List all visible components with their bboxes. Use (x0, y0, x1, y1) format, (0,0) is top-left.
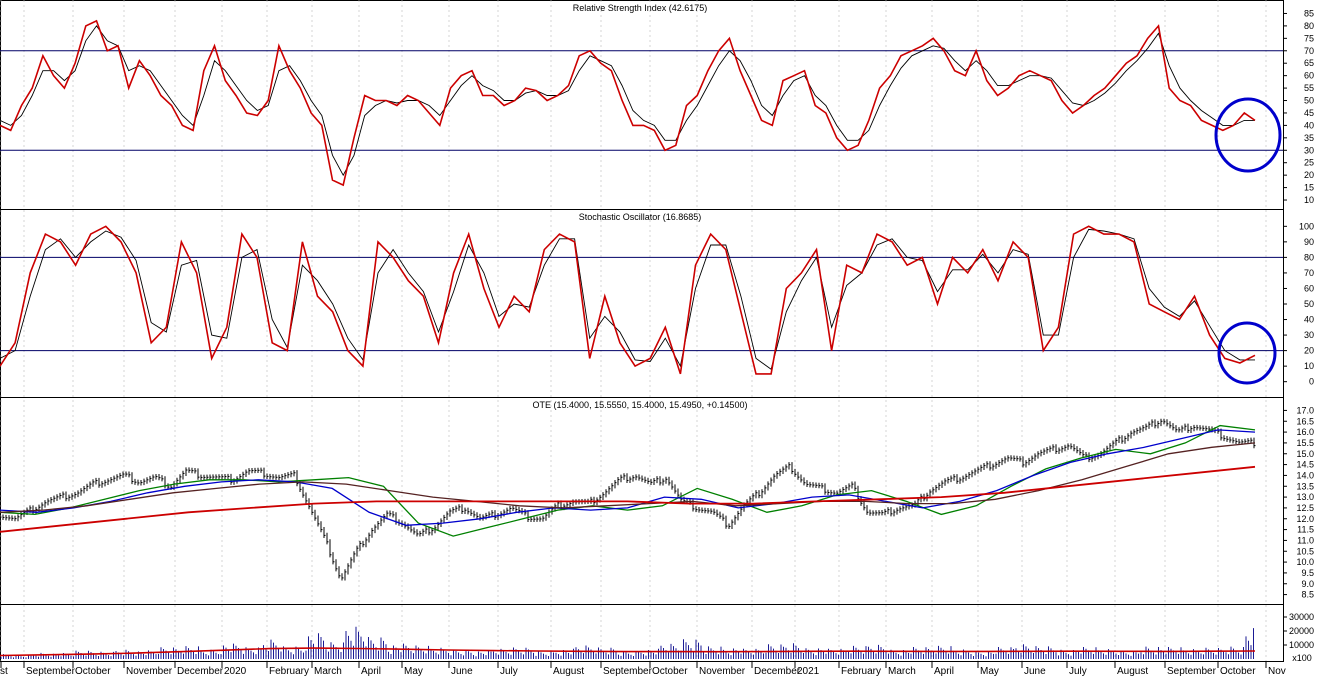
indicator-line (0, 19, 1256, 187)
x-axis-label: July (1069, 666, 1087, 676)
volume-ma-line (0, 647, 1256, 657)
y-tick-label: 11.5 (1297, 525, 1314, 535)
y-tick-label: 65 (1304, 58, 1314, 68)
y-tick-label: 60 (1304, 71, 1314, 81)
panel-border (0, 0, 1284, 210)
x-axis-label: 2021 (797, 666, 820, 676)
y-tick-label: 30 (1304, 145, 1314, 155)
y-tick-label: 14.5 (1296, 460, 1314, 470)
y-tick-label: 45 (1304, 108, 1314, 118)
x-axis-label: August (553, 666, 584, 676)
gridlines (0, 0, 1283, 661)
x-axis-label: June (1024, 666, 1046, 676)
ma-blue-line (0, 429, 1256, 526)
x-axis-label: April (361, 666, 381, 676)
y-tick-label: 25 (1304, 158, 1314, 168)
y-tick-label: 15.0 (1296, 449, 1314, 459)
y-tick-label: 15.5 (1296, 438, 1314, 448)
x-axis-label: November (126, 666, 173, 676)
y-tick-label: 70 (1304, 268, 1314, 278)
y-tick-label: 70 (1304, 46, 1314, 56)
y-tick-label: 16.5 (1296, 416, 1314, 426)
signal-line (0, 25, 1255, 177)
chart-frame (0, 0, 1287, 668)
x-axis-label: October (1220, 666, 1256, 676)
x-axis-label: Nov (1268, 666, 1286, 676)
y-tick-label: 17.0 (1296, 405, 1314, 415)
y-tick-label: 13.0 (1296, 492, 1314, 502)
y-tick-label: 50 (1304, 96, 1314, 106)
x-axis-label: March (314, 666, 342, 676)
y-tick-label: 13.5 (1296, 481, 1314, 491)
y-tick-label: 9.0 (1301, 579, 1314, 589)
y-tick-label: 9.5 (1301, 568, 1314, 578)
panel-border (0, 397, 1284, 605)
panel-border (0, 209, 1284, 398)
y-tick-label: 10 (1304, 361, 1314, 371)
y-tick-label: 8.5 (1301, 590, 1314, 600)
y-tick-label: 10 (1304, 195, 1314, 205)
y-tick-label: 11.0 (1297, 535, 1314, 545)
y-tick-label: 85 (1304, 8, 1314, 18)
x-axis-label: March (888, 666, 916, 676)
y-tick-label: 35 (1304, 133, 1314, 143)
volume-units-label: x100 (1292, 653, 1312, 663)
x-axis-label: December (177, 666, 224, 676)
x-axis-label: September (26, 666, 76, 676)
y-tick-label: 75 (1304, 33, 1314, 43)
y-tick-label: 14.0 (1296, 470, 1314, 480)
x-axis-label: October (652, 666, 688, 676)
y-tick-label: 20000 (1289, 626, 1314, 636)
chart-labels: 10 15 20 25 30 35 40 45 50 55 60 65 70 75 80 85 Relative… (0, 3, 1314, 676)
x-axis-label: August (1117, 666, 1148, 676)
x-axis-label: 2020 (224, 666, 247, 676)
x-axis-label: April (934, 666, 954, 676)
y-tick-label: 0 (1309, 377, 1314, 387)
x-axis-label: June (451, 666, 473, 676)
x-axis-label: October (75, 666, 111, 676)
panel-title: Relative Strength Index (42.6175) (573, 3, 708, 13)
panel-border (0, 604, 1284, 662)
y-tick-label: 30000 (1289, 612, 1314, 622)
y-tick-label: 55 (1304, 83, 1314, 93)
panel-title: OTE (15.4000, 15.5550, 15.4000, 15.4950,… (533, 400, 748, 410)
x-axis-label: September (603, 666, 653, 676)
y-tick-label: 60 (1304, 283, 1314, 293)
highlight-circle (1214, 97, 1282, 173)
y-tick-label: 40 (1304, 120, 1314, 130)
y-tick-label: 12.0 (1296, 514, 1314, 524)
x-axis-label: May (404, 666, 423, 676)
y-tick-label: 100 (1299, 221, 1314, 231)
y-tick-label: 10.0 (1296, 557, 1314, 567)
chart-series (0, 19, 1282, 659)
y-tick-label: 80 (1304, 21, 1314, 31)
ma-red-line (0, 465, 1256, 533)
highlight-circle (1217, 321, 1277, 385)
y-tick-label: 20 (1304, 346, 1314, 356)
x-axis-label: May (980, 666, 999, 676)
x-axis-label: February (269, 666, 309, 676)
y-tick-label: 90 (1304, 237, 1314, 247)
panel-title: Stochastic Oscillator (16.8685) (579, 212, 702, 222)
x-axis-label: December (754, 666, 801, 676)
y-tick-label: 80 (1304, 252, 1314, 262)
y-tick-label: 10.5 (1296, 546, 1314, 556)
y-tick-label: 50 (1304, 299, 1314, 309)
x-axis-label: November (699, 666, 746, 676)
y-tick-label: 20 (1304, 170, 1314, 180)
indicator-line (0, 225, 1256, 375)
x-axis-label: February (841, 666, 881, 676)
signal-line (0, 228, 1255, 371)
x-axis-label: st (0, 666, 8, 676)
y-tick-label: 10000 (1289, 640, 1314, 650)
x-axis-label: September (1167, 666, 1217, 676)
y-tick-label: 40 (1304, 315, 1314, 325)
y-tick-label: 16.0 (1296, 427, 1314, 437)
y-tick-label: 12.5 (1296, 503, 1314, 513)
y-tick-label: 30 (1304, 330, 1314, 340)
x-axis-label: July (500, 666, 518, 676)
y-tick-label: 15 (1304, 183, 1314, 193)
ma-green-line (0, 424, 1256, 537)
